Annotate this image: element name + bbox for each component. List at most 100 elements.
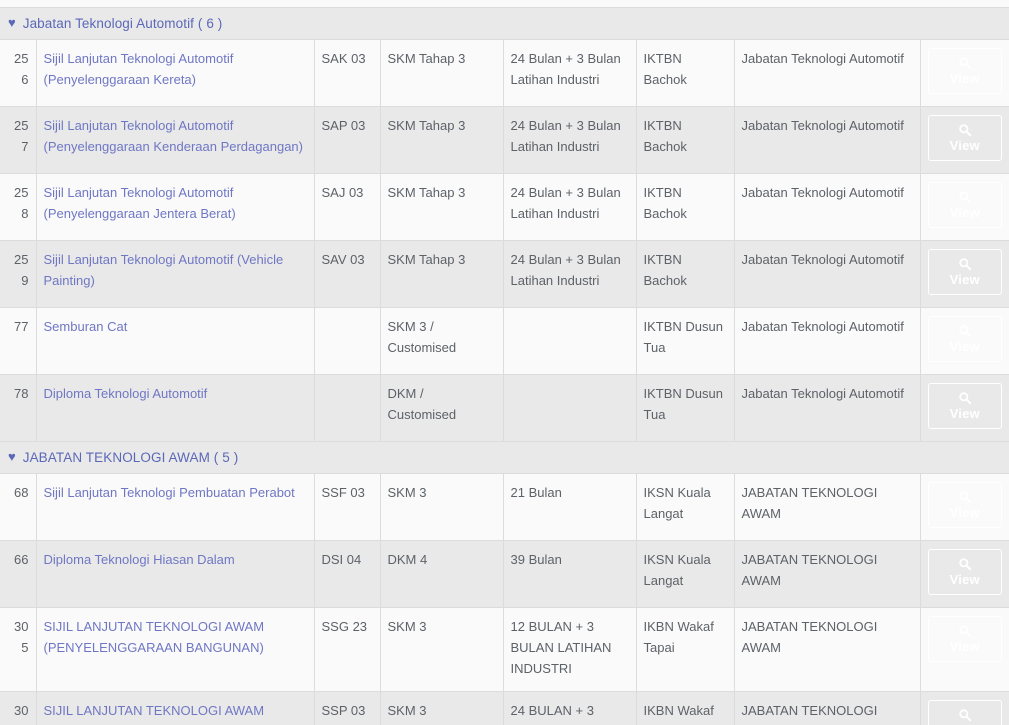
- view-button[interactable]: View: [927, 115, 1002, 161]
- table-row[interactable]: 300 SIJIL LANJUTAN TEKNOLOGI AWAM (PEMASA…: [0, 691, 1009, 725]
- row-id: 258: [0, 173, 37, 241]
- view-button[interactable]: View: [927, 316, 1002, 362]
- table-row[interactable]: 68 Sijil Lanjutan Teknologi Pembuatan Per…: [0, 473, 1009, 541]
- view-button[interactable]: View: [927, 482, 1002, 528]
- spacer-cell-institution: [636, 0, 734, 8]
- row-actions: View: [920, 473, 1009, 541]
- row-level: SKM Tahap 3: [380, 173, 504, 241]
- group-header-cell[interactable]: ♥ JABATAN TEKNOLOGI AWAM ( 5 ): [0, 441, 1009, 474]
- row-id: 257: [0, 106, 37, 174]
- view-button[interactable]: View: [927, 616, 1002, 662]
- chevron-down-icon[interactable]: ♥: [8, 448, 16, 464]
- row-actions: View: [920, 607, 1009, 693]
- row-program-name: Diploma Teknologi Automotif: [36, 374, 315, 442]
- row-program-name: Sijil Lanjutan Teknologi Automotif (Peny…: [36, 106, 315, 174]
- table-row[interactable]: 77 Semburan Cat SKM 3 / Customised IKTBN Du…: [0, 307, 1009, 375]
- search-icon: [958, 490, 972, 504]
- program-name-link[interactable]: Semburan Cat: [43, 319, 128, 334]
- row-actions: View: [920, 106, 1009, 174]
- row-duration: 12 BULAN + 3 BULAN LATIHAN INDUSTRI: [503, 607, 637, 693]
- program-name-link[interactable]: Sijil Lanjutan Teknologi Automotif (Peny…: [43, 51, 234, 88]
- program-name-link[interactable]: SIJIL LANJUTAN TEKNOLOGI AWAM (PEMASANGA…: [43, 703, 265, 725]
- row-actions: View: [920, 307, 1009, 375]
- spacer-cell-name: [36, 0, 314, 8]
- search-icon: [958, 624, 972, 638]
- row-level: SKM 3 / Customised: [380, 307, 504, 375]
- row-duration: 24 Bulan + 3 Bulan Latihan Industri: [503, 173, 637, 241]
- row-department: Jabatan Teknologi Automotif: [734, 307, 921, 375]
- row-department: JABATAN TEKNOLOGI AWAM: [734, 691, 921, 725]
- program-name-link[interactable]: Diploma Teknologi Automotif: [43, 386, 208, 401]
- search-icon: [958, 708, 972, 722]
- view-button[interactable]: View: [927, 182, 1002, 228]
- row-code: SSF 03: [314, 473, 381, 541]
- view-button-label: View: [949, 639, 980, 654]
- table-row[interactable]: 257 Sijil Lanjutan Teknologi Automotif (P…: [0, 106, 1009, 174]
- row-actions: View: [920, 173, 1009, 241]
- spacer-cell-department: [734, 0, 920, 8]
- table-row[interactable]: 66 Diploma Teknologi Hiasan Dalam DSI 04 DK…: [0, 540, 1009, 608]
- group-header-cell[interactable]: ♥ Jabatan Teknologi Automotif ( 6 ): [0, 7, 1009, 40]
- table-row[interactable]: 256 Sijil Lanjutan Teknologi Automotif (P…: [0, 39, 1009, 107]
- view-button[interactable]: View: [927, 383, 1002, 429]
- row-actions: View: [920, 240, 1009, 308]
- row-level: SKM 3: [380, 607, 504, 693]
- row-level: SKM Tahap 3: [380, 240, 504, 308]
- view-button-label: View: [949, 138, 980, 153]
- view-button[interactable]: View: [927, 700, 1002, 725]
- group-header-row[interactable]: ♥ JABATAN TEKNOLOGI AWAM ( 5 ): [0, 441, 1009, 474]
- view-button-label: View: [949, 406, 980, 421]
- row-department: Jabatan Teknologi Automotif: [734, 374, 921, 442]
- row-program-name: Diploma Teknologi Hiasan Dalam: [36, 540, 315, 608]
- search-icon: [958, 557, 972, 571]
- row-department: Jabatan Teknologi Automotif: [734, 39, 921, 107]
- program-name-link[interactable]: Sijil Lanjutan Teknologi Pembuatan Perab…: [43, 485, 295, 500]
- search-icon: [958, 257, 972, 271]
- row-duration: 39 Bulan: [503, 540, 637, 608]
- row-program-name: Semburan Cat: [36, 307, 315, 375]
- row-id: 305: [0, 607, 37, 693]
- search-icon: [958, 123, 972, 137]
- row-id: 78: [0, 374, 37, 442]
- program-name-link[interactable]: Diploma Teknologi Hiasan Dalam: [43, 552, 235, 567]
- row-institution: IKSN Kuala Langat: [636, 473, 735, 541]
- spacer-cell-id: [0, 0, 36, 8]
- row-institution: IKTBN Bachok: [636, 173, 735, 241]
- row-actions: View: [920, 374, 1009, 442]
- table-row[interactable]: 305 SIJIL LANJUTAN TEKNOLOGI AWAM (PENYEL…: [0, 607, 1009, 693]
- view-button[interactable]: View: [927, 48, 1002, 94]
- search-icon: [958, 56, 972, 70]
- row-id: 77: [0, 307, 37, 375]
- row-id: 68: [0, 473, 37, 541]
- program-name-link[interactable]: Sijil Lanjutan Teknologi Automotif (Peny…: [43, 185, 236, 222]
- view-button-label: View: [949, 272, 980, 287]
- row-actions: View: [920, 39, 1009, 107]
- row-code: SSG 23: [314, 607, 381, 693]
- row-code: [314, 307, 381, 375]
- row-program-name: Sijil Lanjutan Teknologi Pembuatan Perab…: [36, 473, 315, 541]
- group-header-row[interactable]: ♥ Jabatan Teknologi Automotif ( 6 ): [0, 7, 1009, 40]
- view-button[interactable]: View: [927, 549, 1002, 595]
- program-name-link[interactable]: Sijil Lanjutan Teknologi Automotif (Vehi…: [43, 252, 284, 289]
- search-icon: [958, 190, 972, 204]
- row-department: JABATAN TEKNOLOGI AWAM: [734, 607, 921, 693]
- row-duration: 24 Bulan + 3 Bulan Latihan Industri: [503, 240, 637, 308]
- row-department: Jabatan Teknologi Automotif: [734, 106, 921, 174]
- table-row[interactable]: 259 Sijil Lanjutan Teknologi Automotif (V…: [0, 240, 1009, 308]
- row-duration: [503, 374, 637, 442]
- row-duration: 24 BULAN + 3 BULAN LATIHAN INDUSTRI: [503, 691, 637, 725]
- table-row[interactable]: 78 Diploma Teknologi Automotif DKM / Custo…: [0, 374, 1009, 442]
- table-row[interactable]: 258 Sijil Lanjutan Teknologi Automotif (P…: [0, 173, 1009, 241]
- program-name-link[interactable]: SIJIL LANJUTAN TEKNOLOGI AWAM (PENYELENG…: [43, 619, 265, 656]
- row-id: 259: [0, 240, 37, 308]
- search-icon: [958, 391, 972, 405]
- row-actions: View: [920, 691, 1009, 725]
- row-level: DKM 4: [380, 540, 504, 608]
- view-button-label: View: [949, 339, 980, 354]
- view-button[interactable]: View: [927, 249, 1002, 295]
- row-id: 256: [0, 39, 37, 107]
- row-institution: IKBN Wakaf Tapai: [636, 607, 735, 693]
- spacer-cell-level: [380, 0, 503, 8]
- program-name-link[interactable]: Sijil Lanjutan Teknologi Automotif (Peny…: [43, 118, 303, 155]
- chevron-down-icon[interactable]: ♥: [8, 14, 16, 30]
